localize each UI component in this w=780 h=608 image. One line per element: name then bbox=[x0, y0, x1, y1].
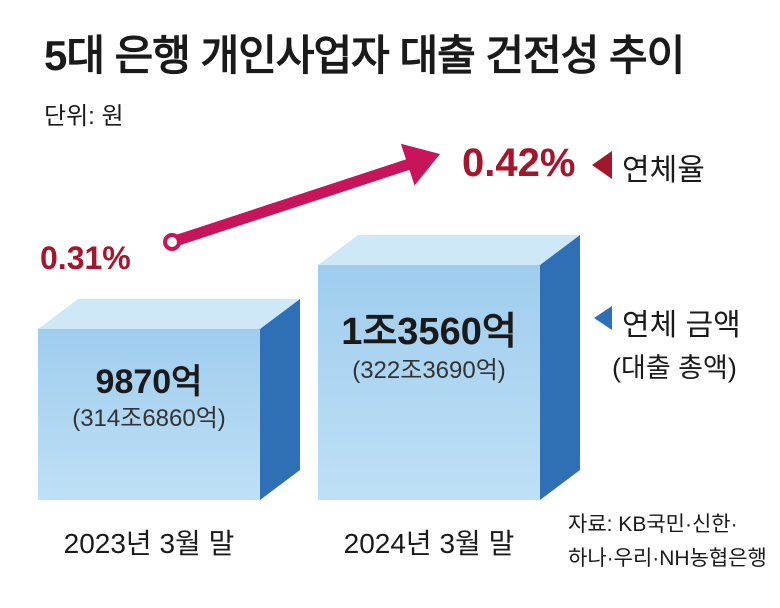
rate-label-2023: 0.31% bbox=[40, 240, 131, 276]
bar-amount-label-2023: 9870억 bbox=[95, 363, 203, 401]
rate-label-2024: 0.42% bbox=[462, 141, 576, 185]
source-line-1: 자료: KB국민·신한· bbox=[568, 513, 738, 536]
bar-front-face-1 bbox=[318, 265, 540, 500]
legend-rate-marker bbox=[592, 151, 612, 179]
rate-point-2023 bbox=[163, 233, 181, 251]
x-tick-label-2024: 2024년 3월 말 bbox=[343, 528, 515, 559]
bar-total-label-2024: (322조3690억) bbox=[352, 357, 506, 384]
bar-total-label-2023: (314조6860억) bbox=[72, 405, 226, 432]
bar-front-face-0 bbox=[38, 328, 260, 500]
bar-side-face-0 bbox=[260, 298, 300, 500]
bar-side-face-1 bbox=[540, 235, 580, 500]
source-line-2: 하나·우리·NH농협은행 bbox=[568, 547, 767, 570]
rate-trend-line bbox=[166, 159, 414, 248]
legend-total-label: (대출 총액) bbox=[612, 353, 737, 383]
legend-rate-label: 연체율 bbox=[622, 154, 705, 187]
bar-top-face-0 bbox=[38, 298, 300, 329]
chart-title: 5대 은행 개인사업자 대출 건전성 추이 bbox=[44, 32, 685, 79]
bar-top-face-1 bbox=[318, 235, 580, 265]
unit-label: 단위: 원 bbox=[44, 103, 124, 130]
rate-arrow-head bbox=[400, 143, 440, 186]
legend-amount-label: 연체 금액 bbox=[622, 309, 741, 342]
x-tick-label-2023: 2023년 3월 말 bbox=[63, 528, 235, 559]
source-note: 자료: KB국민·신한· 하나·우리·NH농협은행 bbox=[568, 508, 767, 576]
bar-amount-label-2024: 1조3560억 bbox=[341, 311, 517, 353]
legend-amount-marker bbox=[594, 306, 612, 330]
